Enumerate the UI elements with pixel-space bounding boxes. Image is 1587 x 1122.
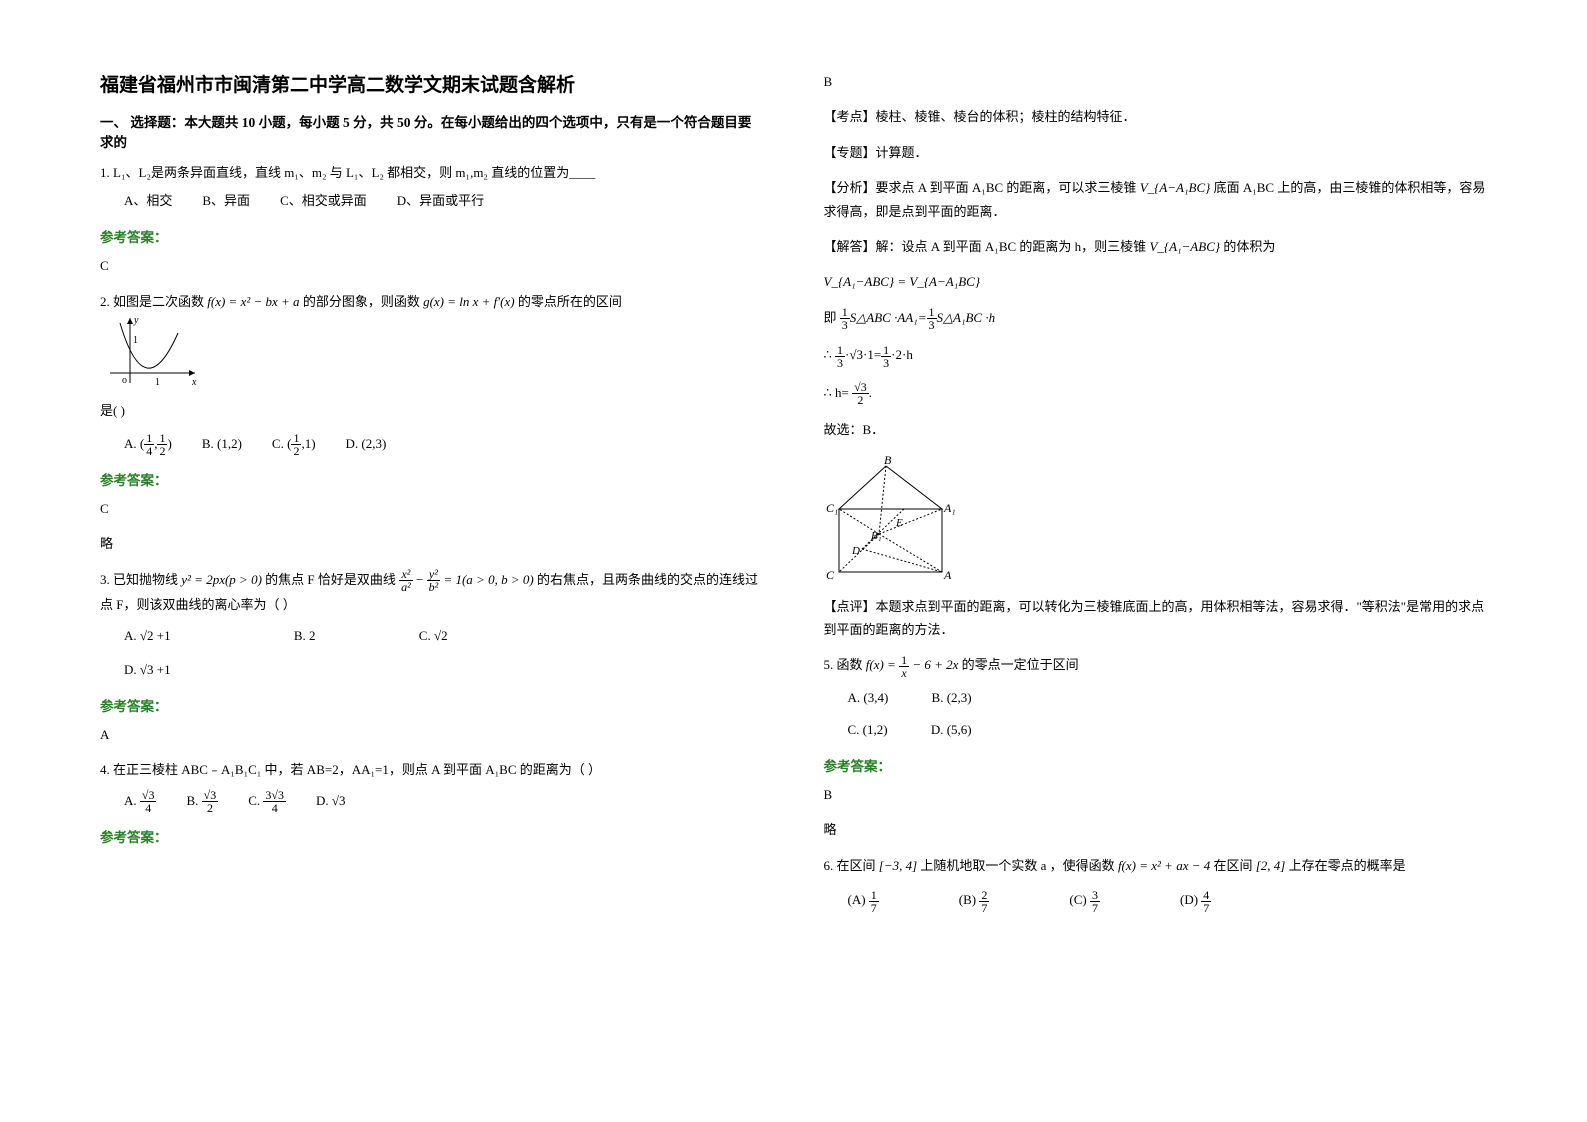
q4-eq3: ∴ 13·√3·1=13·2·h [824,343,1488,369]
q2-mid: 的部分图象，则函数 [303,294,420,309]
q4-eq2: 即 13S△ABC ·AA₁=13S△A₁BC ·h [824,306,1488,332]
q4-options: A. √34 B. √32 C. 3√34 D. √3 [124,788,764,815]
q2-abbrev: 略 [100,532,764,555]
left-column: 福建省福州市市闽清第二中学高二数学文期末试题含解析 一、 选择题：本大题共 10… [100,70,764,926]
q4-opt-b: B. √32 [186,788,218,815]
q2-opt-d: D. (2,3) [346,431,387,458]
q5-pre: 5. 函数 [824,657,863,672]
svg-text:1: 1 [133,335,138,346]
q3-opt-d: D. √3 +1 [124,662,171,677]
q2-fx: f(x) = x² − bx + a [207,294,299,309]
q5-abbrev: 略 [824,818,1488,841]
q5-answer: B [824,783,1488,806]
svg-text:o: o [122,375,127,386]
q2-pre: 2. 如图是二次函数 [100,294,204,309]
q5-post: 的零点一定位于区间 [962,657,1079,672]
q2-opt-c: C. (12,1) [272,431,316,458]
label-d: D [851,545,860,557]
q3-options: A. √2 +1 B. 2 C. √2 D. √3 +1 [124,623,764,683]
q5-opt-d: D. (5,6) [931,717,972,743]
q2-graph-row: x y o 1 1 [100,313,764,393]
q6-pre: 6. 在区间 [824,858,876,873]
q5-answer-heading: 参考答案： [824,755,1488,775]
q4-prism-diagram: B C₁ A₁ E B₁ D C A [824,454,1488,589]
q3-expr1: y² = 2px(p > 0) [181,572,262,587]
q1-options: A、相交 B、异面 C、相交或异面 D、异面或平行 [124,188,764,214]
label-b: B [884,454,892,467]
page-container: 福建省福州市市闽清第二中学高二数学文期末试题含解析 一、 选择题：本大题共 10… [0,0,1587,966]
q1-opt-b: B、异面 [202,188,250,214]
q1-answer: C [100,254,764,277]
q2-post: 的零点所在的区间 [518,294,622,309]
q6-opt-c: (C) 37 [1069,887,1100,914]
q6-opt-b: (B) 27 [959,887,990,914]
question-1: 1. L₁、L₂是两条异面直线，直线 m₁、m₂ 与 L₁、L₂ 都相交，则 m… [100,161,764,214]
q4-eq4: ∴ h= √32. [824,381,1488,407]
q2-options: A. (14,12) B. (1,2) C. (12,1) D. (2,3) [124,431,764,458]
q3-mid1: 的焦点 F 恰好是双曲线 [265,572,396,587]
q2-gx: g(x) = ln x + f′(x) [423,294,515,309]
q5-opt-a: A. (3,4) [848,685,889,711]
q4-opt-d: D. √3 [316,788,346,815]
q2-opt-b: B. (1,2) [202,431,242,458]
label-a: A [943,568,952,582]
document-title: 福建省福州市市闽清第二中学高二数学文期末试题含解析 [100,70,764,97]
q2-parabola-graph: x y o 1 1 [100,313,200,393]
section-1-header: 一、 选择题：本大题共 10 小题，每小题 5 分，共 50 分。在每小题给出的… [100,111,764,151]
q6-opt-d: (D) 47 [1180,887,1211,914]
question-2: 2. 如图是二次函数 f(x) = x² − bx + a 的部分图象，则函数 … [100,290,764,457]
q4-eq1: V_{A₁−ABC} = V_{A−A₁BC} [824,270,1488,293]
q4-expl-l1: 【考点】棱柱、棱锥、棱台的体积；棱柱的结构特征． [824,105,1488,128]
q4-opt-c: C. 3√34 [248,788,286,815]
q2-is-label: 是( ) [100,399,764,422]
q4-answer: B [824,70,1488,93]
label-c: C [826,568,835,582]
q1-opt-c: C、相交或异面 [280,188,367,214]
label-c1: C₁ [826,501,838,515]
question-5: 5. 函数 f(x) = 1x − 6 + 2x 的零点一定位于区间 A. (3… [824,653,1488,743]
question-6: 6. 在区间 [−3, 4] 上随机地取一个实数 a ，使得函数 f(x) = … [824,854,1488,914]
q4-answer-heading: 参考答案： [100,826,764,846]
q3-pre: 3. 已知抛物线 [100,572,178,587]
question-3: 3. 已知抛物线 y² = 2px(p > 0) 的焦点 F 恰好是双曲线 x²… [100,568,764,683]
q6-opt-a: (A) 17 [848,887,879,914]
q4-expl-l5: 【点评】本题求点到平面的距离，可以转化为三棱锥底面上的高，用体积相等法，容易求得… [824,595,1488,642]
q4-expl-l2: 【专题】计算题． [824,141,1488,164]
svg-text:1: 1 [155,377,160,388]
q1-answer-heading: 参考答案： [100,226,764,246]
q3-opt-a: A. √2 +1 [124,623,171,649]
svg-text:x: x [191,377,197,388]
q5-opt-b: B. (2,3) [932,685,972,711]
q5-options: A. (3,4) B. (2,3) C. (1,2) D. (5,6) [848,685,1488,743]
q3-opt-c: C. √2 [419,623,448,649]
q6-options: (A) 17 (B) 27 (C) 37 (D) 47 [848,887,1488,914]
q2-answer-heading: 参考答案： [100,469,764,489]
svg-text:y: y [133,315,139,326]
q4-conclude: 故选：B． [824,418,1488,441]
q5-opt-c: C. (1,2) [848,717,888,743]
q2-opt-a: A. (14,12) [124,431,172,458]
q1-opt-a: A、相交 [124,188,172,214]
q4-expl-l3: 【分析】要求点 A 到平面 A₁BC 的距离，可以求三棱锥 V_{A−A₁BC}… [824,176,1488,223]
q4-text: 4. 在正三棱柱 ABC﹣A₁B₁C₁ 中，若 AB=2，AA₁=1，则点 A … [100,758,764,781]
label-e: E [895,517,903,529]
q2-answer: C [100,497,764,520]
q4-expl-l4: 【解答】解：设点 A 到平面 A₁BC 的距离为 h，则三棱锥 V_{A₁−AB… [824,235,1488,258]
q3-answer: A [100,723,764,746]
question-4: 4. 在正三棱柱 ABC﹣A₁B₁C₁ 中，若 AB=2，AA₁=1，则点 A … [100,758,764,814]
q1-text: 1. L₁、L₂是两条异面直线，直线 m₁、m₂ 与 L₁、L₂ 都相交，则 m… [100,161,764,184]
label-a1: A₁ [943,501,956,515]
right-column: B 【考点】棱柱、棱锥、棱台的体积；棱柱的结构特征． 【专题】计算题． 【分析】… [824,70,1488,926]
q3-opt-b: B. 2 [294,623,316,649]
q4-opt-a: A. √34 [124,788,156,815]
q3-answer-heading: 参考答案： [100,695,764,715]
q1-opt-d: D、异面或平行 [397,188,484,214]
